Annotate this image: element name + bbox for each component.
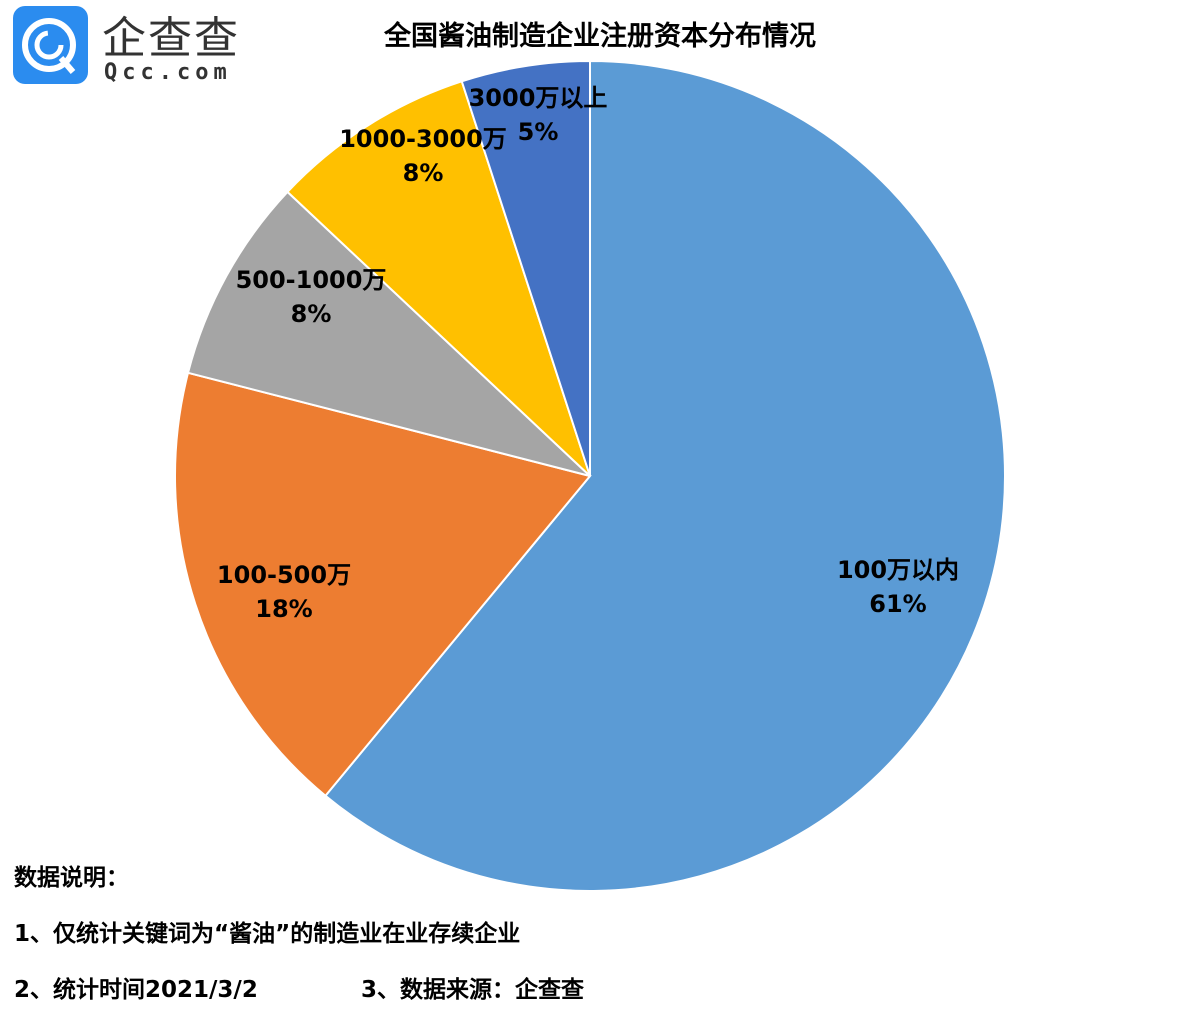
- chart-title: 全国酱油制造企业注册资本分布情况: [384, 21, 816, 52]
- pie-slice-2: [186, 190, 591, 477]
- data-label-category-3: 1000-3000万: [339, 125, 507, 153]
- pie-slice-1: [174, 371, 592, 798]
- notes-line-3: 3、数据来源：企查查: [361, 977, 585, 1003]
- logo-text-en: Qcc.com: [104, 60, 232, 85]
- data-notes: 数据说明： 1、仅统计关键词为“酱油”的制造业在业存续企业 2、统计时间2021…: [14, 850, 584, 1018]
- data-label-category-1: 100-500万: [217, 561, 351, 589]
- qcc-logo-icon: [13, 6, 88, 84]
- data-label-category-0: 100万以内: [837, 556, 959, 584]
- pie-chart: 100万以内 61% 100-500万 18% 500-1000万 8% 1000-3000…: [174, 59, 1006, 892]
- data-label-category-2: 500-1000万: [236, 266, 387, 294]
- data-label-value-0: 61%: [869, 590, 926, 618]
- data-label-value-3: 8%: [403, 159, 444, 187]
- notes-line-2: 2、统计时间2021/3/2: [14, 977, 258, 1003]
- pie-slice-4: [460, 59, 591, 477]
- pie-slice-0: [324, 59, 1006, 892]
- data-label-value-1: 18%: [255, 595, 312, 623]
- data-label-category-4: 3000万以上: [469, 84, 608, 112]
- data-label-value-2: 8%: [291, 300, 332, 328]
- logo-text-cn: 企查查: [102, 13, 240, 64]
- notes-heading: 数据说明：: [14, 865, 129, 891]
- data-label-value-4: 5%: [518, 118, 559, 146]
- pie-slice-3: [286, 80, 591, 477]
- notes-line-1: 1、仅统计关键词为“酱油”的制造业在业存续企业: [14, 921, 521, 947]
